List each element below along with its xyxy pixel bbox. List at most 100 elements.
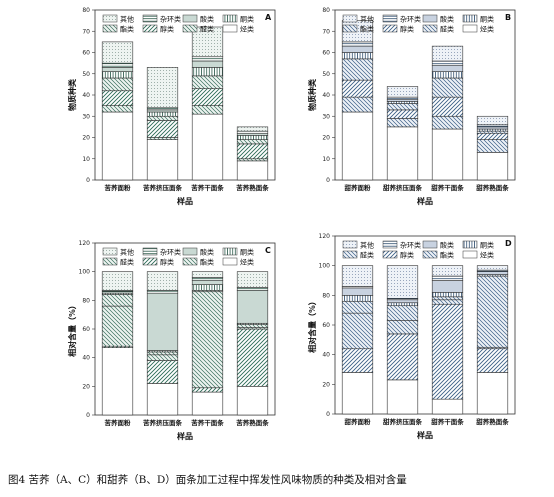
- legend-label: 其他: [120, 248, 134, 257]
- bar-segment-c70c37c7b: [341, 111, 374, 181]
- panel-letter: C: [265, 246, 271, 255]
- bar-stack-3: [476, 265, 509, 415]
- legend-item-c91877c7b: 醇类: [142, 25, 174, 34]
- bar-segment-c91877c7b: [431, 303, 464, 400]
- y-tick-label: 0: [86, 412, 90, 419]
- legend-label: 醇类: [400, 25, 414, 34]
- bar-segment-c70c37c7b: [146, 139, 179, 181]
- bar-stack-2: [431, 265, 464, 415]
- bar-segment-c70c37c7b: [236, 160, 269, 181]
- bar-segment-c91877c7b: [191, 387, 224, 393]
- bar-segment-c916f7c7b: [146, 351, 179, 356]
- bar-segment-c916e7c7b: [386, 101, 419, 104]
- legend-label: 酮类: [480, 15, 494, 24]
- y-tick-label: 120: [319, 233, 331, 240]
- bar-segment-c70c37c7b: [386, 379, 419, 415]
- bar-segment-c51764ed6: [101, 271, 134, 291]
- bar-segment-c51764ed6: [146, 271, 179, 291]
- legend-swatch: [182, 14, 198, 23]
- bar-segment-c91877c7b: [386, 109, 419, 119]
- legend-swatch: [342, 240, 358, 249]
- bar-segment-c91877c7b: [191, 88, 224, 106]
- y-tick-label: 80: [82, 7, 90, 14]
- y-tick-label: 20: [322, 135, 330, 142]
- bar-segment-c91877c7b: [476, 348, 509, 373]
- bar-segment-c674273af7c7b: [236, 130, 269, 134]
- bar-segment-c91877c7b: [341, 348, 374, 373]
- bar-segment-c91787c7b: [386, 299, 419, 304]
- legend-swatch: [462, 250, 478, 259]
- y-tick-label: 60: [322, 322, 330, 329]
- y-tick-label: 20: [82, 135, 90, 142]
- bar-segment-c916f7c7b: [146, 115, 179, 121]
- legend-item-c51764ed6: 其他: [102, 15, 134, 24]
- legend-swatch: [462, 240, 478, 249]
- x-axis-title: 样品: [177, 196, 193, 206]
- y-tick-label: 60: [322, 50, 330, 57]
- y-tick-label: 60: [82, 50, 90, 57]
- legend-item-c916e7c7b: 酮类: [462, 240, 494, 250]
- bar-segment-c674273af7c7b: [146, 289, 179, 294]
- legend-label: 酮类: [480, 241, 494, 250]
- bar-segment-c916f7c7b: [236, 324, 269, 328]
- y-tick-label: 100: [319, 263, 331, 270]
- bar-segment-c91877c7b: [146, 120, 179, 138]
- legend-swatch: [382, 24, 398, 33]
- bar-segment-c674273af7c7b: [236, 287, 269, 291]
- legend-item-c91787c7b: 酸类: [422, 241, 454, 250]
- bar-segment-c51764ed6: [341, 265, 374, 287]
- bar-segment-c91787c7b: [476, 271, 509, 275]
- legend-item-c91877c7b: 醇类: [382, 251, 414, 260]
- x-tick-label: 苦荞面粉: [105, 418, 132, 427]
- bar-segment-c916f7c7b: [386, 103, 419, 111]
- x-tick-label: 甜荞熟面条: [476, 183, 509, 192]
- y-tick-label: 70: [322, 28, 330, 35]
- bar-segment-c91877c7b: [341, 79, 374, 98]
- bar-segment-c916f7c7b: [341, 58, 374, 81]
- bar-segment-c91877c7b: [146, 360, 179, 384]
- bar-segment-c916e7c7b: [431, 292, 464, 298]
- bar-segment-c916f7c7b: [236, 139, 269, 145]
- x-tick-label: 甜荞挤压面条: [383, 183, 423, 192]
- legend-item-c70c37c7b: 烃类: [222, 25, 254, 34]
- legend-label: 酯类: [360, 25, 374, 34]
- y-tick-label: 80: [322, 292, 330, 299]
- y-axis-title: 相对含量（%）: [67, 301, 77, 357]
- legend-label: 醇类: [400, 251, 414, 260]
- bar-stack-0: [101, 271, 134, 416]
- x-tick-label: 苦荞挤压面条: [143, 418, 183, 427]
- y-tick-label: 50: [322, 71, 330, 78]
- y-tick-label: 0: [86, 177, 90, 184]
- bar-segment-c674273af7c7b: [101, 62, 134, 68]
- bar-segment-c916e7c7b: [341, 52, 374, 60]
- legend-item-c916f7c7b: 酯类: [422, 251, 454, 260]
- panel-letter: D: [505, 239, 512, 248]
- bar-segment-c919b7c7b: [191, 291, 224, 389]
- legend-swatch: [422, 24, 438, 33]
- bar-segment-c51764ed6: [101, 41, 134, 64]
- legend-swatch: [382, 14, 398, 23]
- bar-segment-c919b7c7b: [341, 96, 374, 113]
- panel-letter: A: [265, 13, 272, 22]
- bar-segment-c91787c7b: [146, 292, 179, 351]
- bar-segment-c51764ed6: [386, 265, 419, 299]
- legend-item-c51764ed6: 其他: [342, 240, 374, 250]
- bar-segment-c70c37c7b: [101, 347, 134, 416]
- bar-segment-c674273af7c7b: [146, 107, 179, 111]
- bar-segment-c916e7c7b: [191, 284, 224, 291]
- y-tick-label: 0: [326, 177, 330, 184]
- legend-swatch: [222, 247, 238, 256]
- legend-label: 杂环类: [160, 15, 181, 24]
- bar-segment-c91877c7b: [236, 143, 269, 160]
- bar-segment-c70c37c7b: [431, 398, 464, 415]
- legend-swatch: [462, 14, 478, 23]
- bar-segment-c51764ed6: [386, 86, 419, 98]
- y-tick-label: 30: [322, 113, 330, 120]
- bar-segment-c916f7c7b: [431, 296, 464, 301]
- legend-label: 其他: [120, 15, 134, 24]
- bar-segment-c91787c7b: [431, 280, 464, 293]
- bar-segment-c70c37c7b: [191, 391, 224, 416]
- bar-segment-c916f7c7b: [101, 294, 134, 307]
- legend-item-c916f7c7b: 酯类: [182, 258, 214, 267]
